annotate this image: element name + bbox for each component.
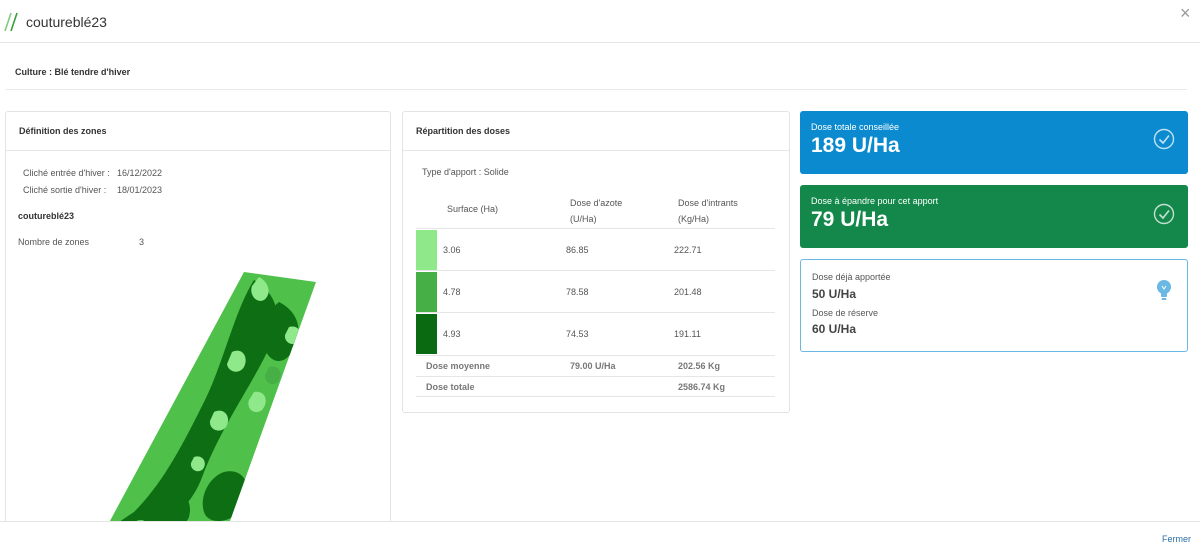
dose-totale-row: Dose totale 2586.74 Kg (416, 376, 775, 397)
cliche-sortie-label: Cliché sortie d'hiver : (23, 185, 107, 195)
dose-totale-label: Dose totale (426, 382, 475, 392)
modal-footer: Fermer (0, 521, 1200, 555)
dose-info-panel: Dose déjà apportée 50 U/Ha Dose de réser… (800, 259, 1188, 352)
modal-title: coutureblé23 (26, 14, 107, 30)
dose-deja-apportee-value: 50 U/Ha (812, 287, 857, 301)
zones-card: Définition des zones Cliché entrée d'hiv… (5, 111, 391, 541)
close-icon[interactable]: × (1180, 3, 1191, 23)
type-apport: Type d'apport : Solide (422, 167, 509, 177)
field-zone-map (104, 272, 316, 532)
repartition-card: Répartition des doses Type d'apport : So… (402, 111, 790, 413)
dose-totale-conseillee-value: 189 U/Ha (811, 134, 900, 157)
repartition-card-title: Répartition des doses (403, 112, 789, 151)
azote-cell: 78.58 (566, 287, 589, 297)
surface-cell: 4.78 (443, 287, 461, 297)
azote-cell: 86.85 (566, 245, 589, 255)
col-intrants-header: Dose d'intrants (Kg/Ha) (678, 198, 738, 224)
double-slash-logo-icon (4, 12, 18, 32)
parcel-name: coutureblé23 (18, 211, 75, 221)
zones-card-title: Définition des zones (6, 112, 390, 151)
col-azote-header: Dose d'azote (U/Ha) (570, 198, 623, 224)
dose-moyenne-intrants: 202.56 Kg (678, 361, 721, 371)
culture-label: Culture : Blé tendre d'hiver (15, 67, 131, 77)
lightbulb-icon[interactable] (1156, 279, 1172, 301)
dose-moyenne-azote: 79.00 U/Ha (570, 361, 616, 371)
dose-reserve-value: 60 U/Ha (812, 322, 857, 336)
intrants-cell: 191.11 (674, 329, 701, 339)
zone-color-swatch (416, 314, 437, 354)
dose-totale-intrants: 2586.74 Kg (678, 382, 726, 392)
table-row: 4.93 74.53 191.11 (416, 312, 775, 354)
col-surface-header: Surface (Ha) (447, 204, 499, 214)
table-row: 3.06 86.85 222.71 (416, 228, 775, 270)
dose-epandre-label: Dose à épandre pour cet apport (811, 196, 939, 206)
intrants-cell: 222.71 (674, 245, 702, 255)
fermer-button[interactable]: Fermer (1162, 534, 1191, 544)
table-row: 4.78 78.58 201.48 (416, 270, 775, 312)
cliche-entree-label: Cliché entrée d'hiver : (23, 168, 110, 178)
divider (6, 89, 1187, 90)
intrants-cell: 201.48 (674, 287, 702, 297)
check-circle-icon (1153, 203, 1175, 225)
dose-moyenne-row: Dose moyenne 79.00 U/Ha 202.56 Kg (416, 355, 775, 376)
zone-color-swatch (416, 230, 437, 270)
surface-cell: 4.93 (443, 329, 461, 339)
azote-cell: 74.53 (566, 329, 589, 339)
dose-reserve-label: Dose de réserve (812, 308, 879, 318)
dose-epandre-kpi: Dose à épandre pour cet apport 79 U/Ha (800, 185, 1188, 248)
dose-deja-apportee-label: Dose déjà apportée (812, 272, 891, 282)
cliche-entree-value: 16/12/2022 (117, 168, 163, 178)
nb-zones-value: 3 (139, 237, 145, 247)
dose-totale-conseillee-label: Dose totale conseillée (811, 122, 900, 132)
dose-epandre-value: 79 U/Ha (811, 208, 889, 231)
cliche-sortie-value: 18/01/2023 (117, 185, 163, 195)
check-circle-icon (1153, 128, 1175, 150)
dose-totale-kpi: Dose totale conseillée 189 U/Ha (800, 111, 1188, 174)
dose-moyenne-label: Dose moyenne (426, 361, 491, 371)
nb-zones-label: Nombre de zones (18, 237, 90, 247)
zone-color-swatch (416, 272, 437, 312)
modal-header: coutureblé23 × (0, 0, 1200, 43)
surface-cell: 3.06 (443, 245, 461, 255)
